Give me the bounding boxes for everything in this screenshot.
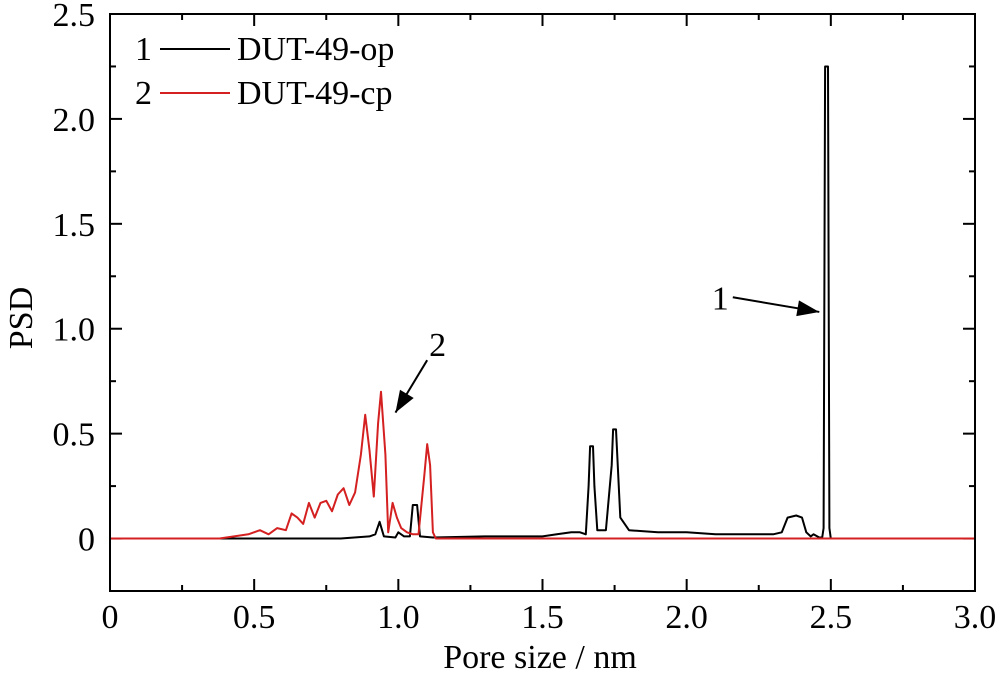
plot-frame — [109, 13, 976, 592]
legend-label-dut-49-cp: DUT-49-cp — [237, 75, 393, 112]
legend: 1 DUT-49-op 2 DUT-49-cp — [135, 31, 394, 112]
y-tick-label: 2.0 — [53, 102, 96, 139]
y-tick-label: 1.0 — [53, 312, 96, 349]
legend-label-dut-49-op: DUT-49-op — [237, 31, 394, 68]
data-series — [110, 65, 975, 540]
legend-number-1: 1 — [135, 31, 152, 68]
x-axis-title: Pore size / nm — [443, 639, 637, 674]
y-tick-label: 0.5 — [53, 417, 96, 454]
x-tick-label: 2.0 — [665, 599, 708, 636]
annotation-arrowhead-2 — [395, 389, 414, 413]
y-tick-label: 2.5 — [53, 0, 96, 34]
x-tick-label: 1.0 — [377, 599, 420, 636]
y-tick-label: 0 — [78, 522, 95, 559]
annotations: 12 — [394, 280, 820, 414]
legend-number-2: 2 — [135, 75, 152, 112]
annotation-label-1: 1 — [712, 280, 729, 317]
tick-labels: 0 0.5 1.0 1.5 2.0 2.5 3.0 0 0.5 1.0 1.5 2.0 2.5 — [53, 0, 997, 636]
annotation-label-2: 2 — [429, 327, 446, 364]
annotation-arrowhead-1 — [796, 300, 820, 317]
x-tick-label: 1.5 — [521, 599, 564, 636]
x-tick-label: 2.5 — [810, 599, 853, 636]
y-axis-title: PSD — [3, 287, 40, 349]
x-tick-label: 0.5 — [233, 599, 276, 636]
y-tick-label: 1.5 — [53, 207, 96, 244]
x-tick-label: 0 — [102, 599, 119, 636]
series-line-dut-49-op — [110, 65, 975, 540]
x-tick-label: 3.0 — [954, 599, 997, 636]
series-line-dut-49-cp — [110, 390, 975, 540]
